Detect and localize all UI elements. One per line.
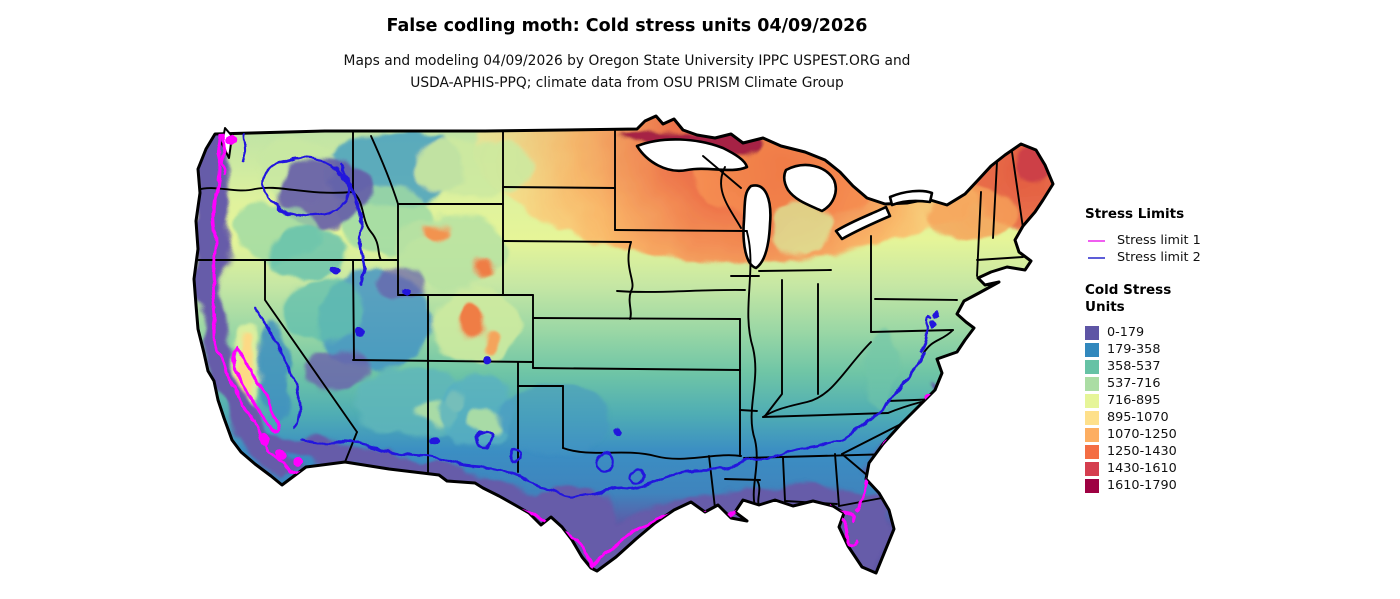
cold-stress-class-swatch — [1085, 410, 1099, 425]
cold-stress-class-item: 1430-1610 — [1085, 460, 1395, 477]
cold-stress-class-item: 1250-1430 — [1085, 443, 1395, 460]
cold-stress-class-swatch — [1085, 478, 1099, 493]
state-borders — [194, 129, 1024, 511]
lake-huron — [782, 163, 838, 213]
cold-stress-class-swatch — [1085, 325, 1099, 340]
cold-stress-class-label: 895-1070 — [1107, 410, 1169, 425]
cold-stress-class-label: 0-179 — [1107, 325, 1145, 340]
cold-stress-classes-list: 0-179 179-358 358-537 537-716 716-895 89… — [1085, 324, 1395, 494]
legend: Stress Limits Stress limit 1 Stress limi… — [1085, 206, 1395, 494]
subtitle-line-2: USDA-APHIS-PPQ; climate data from OSU PR… — [410, 75, 844, 91]
title-block: False codling moth: Cold stress units 04… — [0, 16, 1254, 94]
cold-stress-class-item: 179-358 — [1085, 341, 1395, 358]
lake-erie — [834, 205, 892, 241]
cold-stress-class-item: 1070-1250 — [1085, 426, 1395, 443]
cold-stress-class-item: 716-895 — [1085, 392, 1395, 409]
cold-stress-class-label: 1430-1610 — [1107, 461, 1177, 476]
page-subtitle: Maps and modeling 04/09/2026 by Oregon S… — [0, 50, 1254, 94]
lake-ontario — [888, 189, 934, 207]
cold-stress-class-item: 0-179 — [1085, 324, 1395, 341]
cold-stress-class-swatch — [1085, 427, 1099, 442]
map-canvas — [192, 114, 1055, 575]
stress-limits-list: Stress limit 1 Stress limit 2 — [1085, 232, 1395, 266]
cold-stress-raster — [194, 116, 1053, 573]
stress-limit-item: Stress limit 1 — [1085, 232, 1395, 249]
stress-limit-line-swatch — [1088, 256, 1105, 259]
subtitle-line-1: Maps and modeling 04/09/2026 by Oregon S… — [343, 53, 911, 69]
stress-limit-label: Stress limit 1 — [1117, 233, 1201, 248]
cold-stress-class-label: 716-895 — [1107, 393, 1161, 408]
stress-limit-line-swatch — [1088, 239, 1105, 242]
cold-stress-class-swatch — [1085, 376, 1099, 391]
cold-stress-class-item: 1610-1790 — [1085, 477, 1395, 494]
cold-stress-units-heading: Cold Stress Units — [1085, 282, 1172, 315]
cold-stress-class-item: 895-1070 — [1085, 409, 1395, 426]
cold-stress-class-item: 537-716 — [1085, 375, 1395, 392]
cold-stress-class-swatch — [1085, 342, 1099, 357]
cold-stress-class-label: 1070-1250 — [1107, 427, 1177, 442]
cold-stress-class-label: 1250-1430 — [1107, 444, 1177, 459]
stress-limit-label: Stress limit 2 — [1117, 250, 1201, 265]
cold-stress-class-swatch — [1085, 393, 1099, 408]
cold-stress-class-label: 179-358 — [1107, 342, 1161, 357]
cold-stress-class-swatch — [1085, 461, 1099, 476]
cold-stress-class-label: 358-537 — [1107, 359, 1161, 374]
stress-limit-2-contour — [241, 126, 941, 499]
lake-superior — [635, 138, 749, 173]
stress-limits-heading: Stress Limits — [1085, 206, 1185, 222]
conus-map — [185, 110, 1065, 595]
cold-stress-class-label: 1610-1790 — [1107, 478, 1177, 493]
conus-outline — [192, 114, 1055, 575]
cold-stress-class-swatch — [1085, 359, 1099, 374]
page-title: False codling moth: Cold stress units 04… — [386, 16, 868, 36]
cold-stress-class-swatch — [1085, 444, 1099, 459]
cold-stress-class-item: 358-537 — [1085, 358, 1395, 375]
cold-stress-class-label: 537-716 — [1107, 376, 1161, 391]
stress-limit-item: Stress limit 2 — [1085, 249, 1395, 266]
